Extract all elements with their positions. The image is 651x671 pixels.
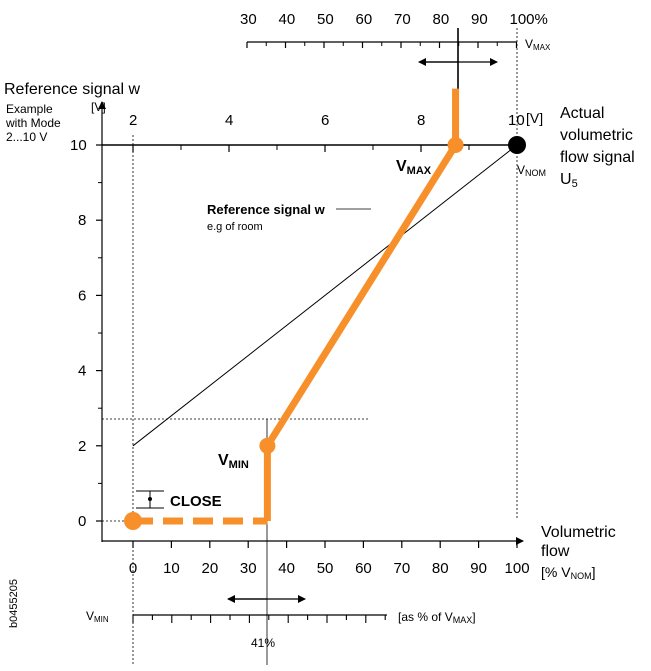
x-tick-label: 20 [202, 560, 219, 577]
reference-note-title: Reference signal w [207, 202, 326, 217]
actual-flow-signal-label: Actual volumetric flow signal U5 [560, 105, 635, 190]
y-tick-label: 8 [78, 212, 86, 229]
inner-axis-tick-label: 2 [129, 112, 137, 129]
top-vmax-scale: 30 40 50 60 70 80 90 100% VMAX [240, 11, 551, 90]
top-scale-tick-label: 80 [433, 11, 450, 28]
x-tick-label: 70 [394, 560, 411, 577]
x-axis-title-line-2: flow [541, 543, 570, 560]
bottom-scale-vmin-label: VMIN [86, 609, 109, 624]
actual-flow-line-2: volumetric [560, 127, 633, 144]
y-axis-ticks [96, 144, 102, 522]
y-tick-label: 0 [78, 513, 86, 530]
y-tick-label: 2 [78, 438, 86, 455]
top-scale-tick-label: 70 [394, 11, 411, 28]
plot-area [124, 88, 526, 530]
mode-example-line-3: 2...10 V [6, 130, 47, 144]
vmax-point [447, 137, 464, 153]
x-axis-title-line-1: Volumetric [541, 524, 616, 541]
x-tick-label: 30 [240, 560, 257, 577]
x-tick-label: 50 [317, 560, 334, 577]
mode-example-line-1: Example [6, 102, 53, 116]
left-axis-unit: [V] [91, 100, 106, 114]
y-tick-label: 4 [78, 363, 86, 380]
top-scale-tick-label: 40 [279, 11, 296, 28]
reference-signal-note: Reference signal w e.g of room [207, 202, 371, 233]
x-tick-label: 0 [129, 560, 137, 577]
reference-note-subtitle: e.g of room [207, 221, 263, 233]
actual-flow-line-4: U5 [560, 171, 578, 190]
top-scale-tick-label: 30 [240, 11, 257, 28]
top-scale-tick-label: 50 [317, 11, 334, 28]
left-axis-title: Reference signal w [4, 81, 141, 98]
top-scale-tick-label: 90 [471, 11, 488, 28]
x-tick-label: 100 [505, 560, 530, 577]
y-tick-label: 10 [70, 137, 87, 154]
x-tick-label: 80 [432, 560, 449, 577]
actual-flow-line-1: Actual [560, 105, 604, 122]
top-scale-tick-label: 60 [356, 11, 373, 28]
inner-axis-tick-label: 6 [321, 112, 329, 129]
vmin-point [259, 437, 276, 454]
document-code: b0455205 [8, 579, 20, 628]
x-axis-unit: [% VNOM] [541, 564, 595, 581]
x-tick-label: 40 [278, 560, 295, 577]
vnom-point [508, 136, 526, 154]
mode-example-line-2: with Mode [5, 116, 61, 130]
vnom-label: VNOM [517, 163, 546, 178]
x-tick-label: 10 [163, 560, 180, 577]
close-point [124, 512, 142, 530]
inner-axis-tick-label: 8 [417, 112, 425, 129]
top-scale-tick-label: 100% [510, 11, 548, 28]
inner-axis-tick-label: 4 [225, 112, 233, 129]
inner-top-axis-unit: [V] [526, 110, 543, 126]
reference-signal-line [132, 144, 518, 447]
bottom-marker-value: 41% [251, 636, 275, 650]
close-label: CLOSE [170, 493, 222, 510]
vmin-label: VMIN [218, 452, 249, 471]
mode-example-note: Example with Mode 2...10 V [5, 102, 61, 144]
bottom-scale-unit: [as % of VMAX] [398, 610, 476, 625]
actual-flow-line-3: flow signal [560, 149, 635, 166]
y-tick-label: 6 [78, 287, 86, 304]
x-tick-label: 60 [355, 560, 372, 577]
top-scale-vmax-label: VMAX [525, 37, 551, 52]
inner-axis-tick-label: 10 [508, 112, 525, 129]
vmax-label: VMAX [396, 158, 432, 177]
x-tick-label: 90 [470, 560, 487, 577]
bottom-vmin-scale: VMIN [as % of VMAX] 41% [86, 595, 476, 650]
close-marker: CLOSE [136, 490, 222, 510]
volumetric-flow-curve [263, 88, 460, 521]
x-axis-title: Volumetric flow [% VNOM] [541, 524, 616, 581]
